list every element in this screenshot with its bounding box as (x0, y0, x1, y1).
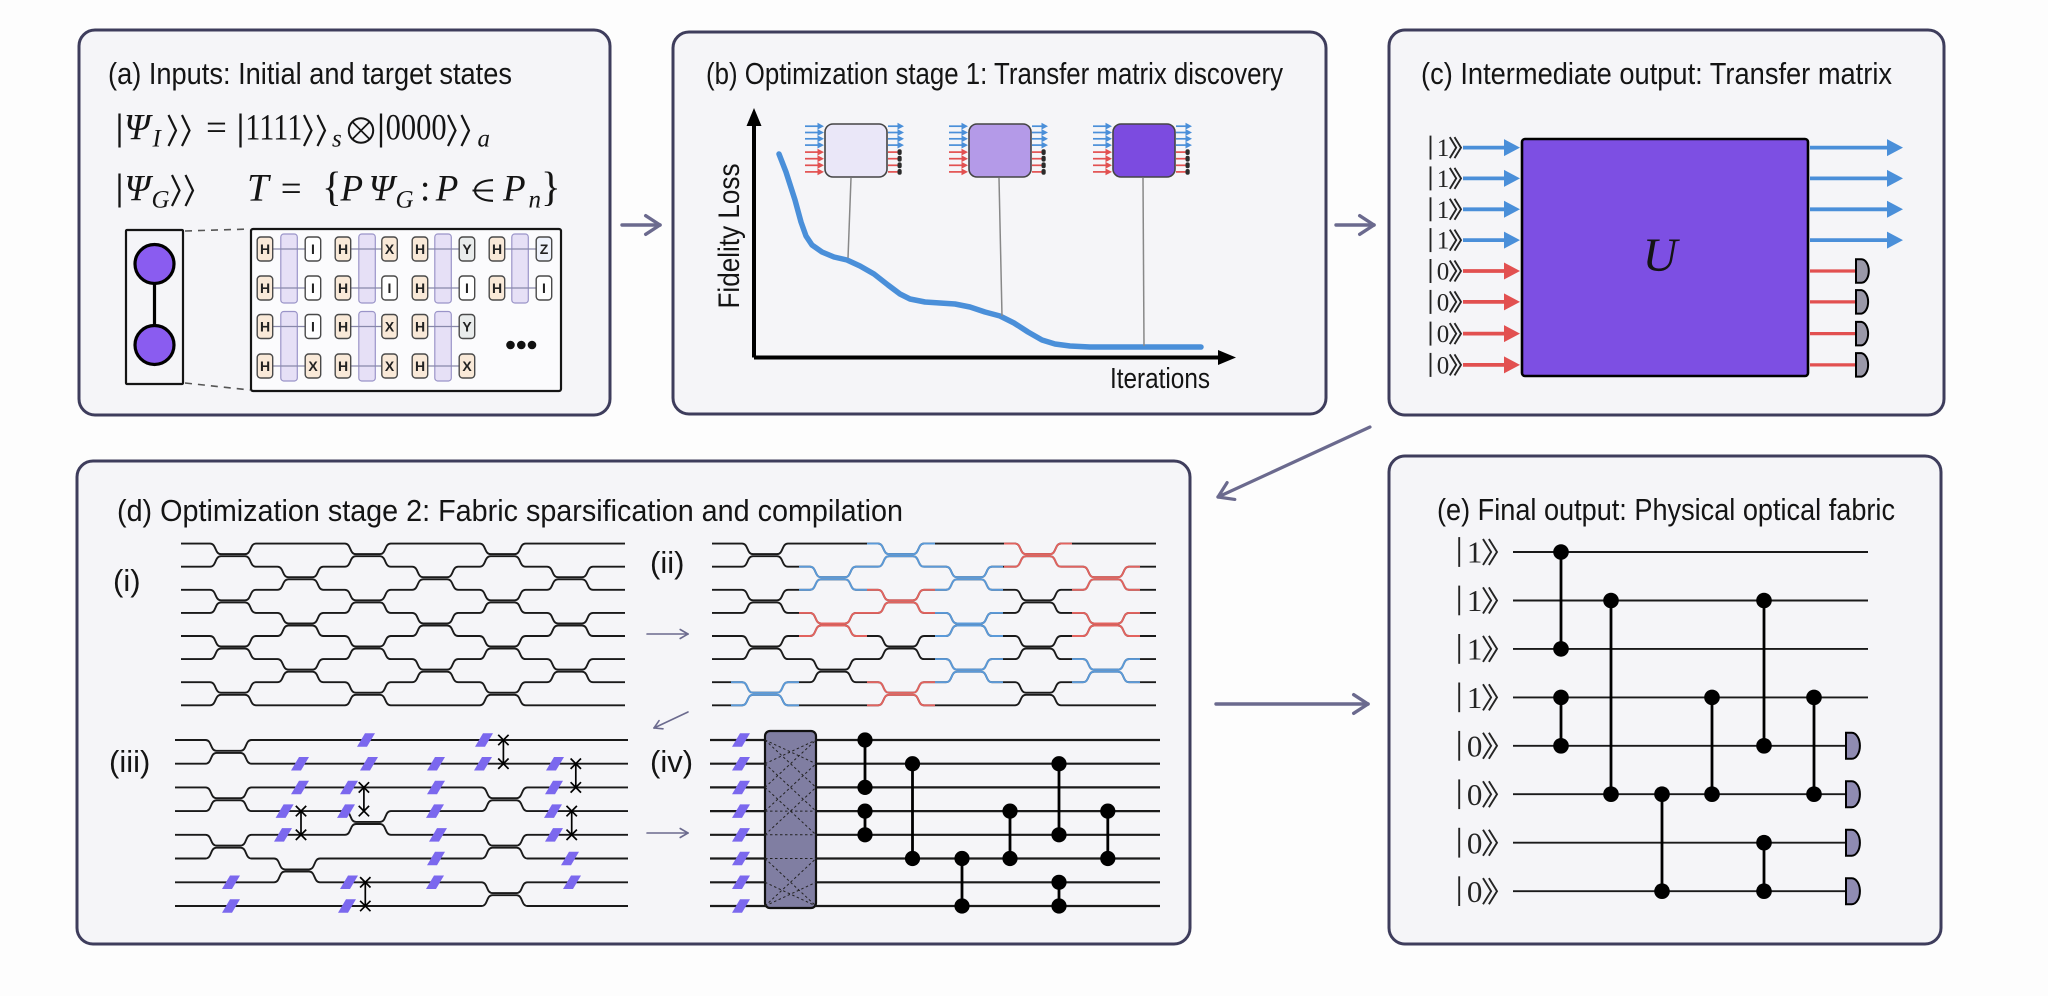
svg-text:H: H (338, 319, 348, 335)
svg-text:X: X (385, 241, 395, 257)
svg-text:Z: Z (540, 241, 549, 257)
svg-text:Y: Y (462, 319, 472, 335)
svg-text:H: H (338, 280, 348, 296)
svg-text:1: 1 (1437, 228, 1450, 255)
svg-text:H: H (415, 280, 425, 296)
svg-text:{: { (322, 164, 342, 210)
svg-text:(b) Optimization stage 1: Tran: (b) Optimization stage 1: Transfer matri… (706, 56, 1283, 91)
svg-text:(e) Final output: Physical opt: (e) Final output: Physical optical fabri… (1437, 492, 1895, 527)
svg-text:H: H (338, 358, 348, 374)
svg-text:X: X (462, 358, 472, 374)
svg-text:H: H (492, 280, 502, 296)
svg-text:1111: 1111 (245, 108, 302, 149)
svg-text:(d) Optimization stage 2: Fabr: (d) Optimization stage 2: Fabric sparsif… (117, 493, 903, 528)
svg-text:H: H (260, 319, 270, 335)
svg-text:P: P (435, 169, 459, 210)
svg-text:(ii): (ii) (650, 545, 684, 580)
svg-text:(c) Intermediate output: Trans: (c) Intermediate output: Transfer matrix (1421, 56, 1892, 91)
svg-text:}: } (541, 164, 561, 210)
svg-text:P: P (340, 169, 364, 210)
svg-text:0: 0 (1437, 321, 1450, 348)
svg-text:n: n (529, 187, 542, 214)
svg-text:0000: 0000 (386, 108, 447, 149)
svg-text:Ψ: Ψ (124, 108, 153, 149)
svg-text:0: 0 (1467, 874, 1483, 909)
svg-text:H: H (415, 319, 425, 335)
svg-text:=: = (281, 169, 302, 210)
svg-text:1: 1 (1467, 535, 1483, 570)
svg-text:=: = (206, 108, 227, 149)
svg-text:0: 0 (1467, 729, 1483, 764)
svg-text:Y: Y (462, 241, 472, 257)
svg-text:I: I (542, 280, 546, 296)
svg-text:(i): (i) (113, 563, 141, 598)
svg-text:P: P (502, 169, 526, 210)
svg-text:1: 1 (1467, 632, 1483, 667)
svg-text:X: X (308, 358, 318, 374)
svg-text:G: G (396, 187, 414, 214)
svg-text:I: I (465, 280, 469, 296)
svg-text:0: 0 (1437, 259, 1450, 286)
svg-text:H: H (415, 241, 425, 257)
svg-text::: : (420, 169, 430, 210)
svg-text:(iv): (iv) (650, 744, 693, 779)
svg-text:X: X (385, 319, 395, 335)
svg-text:1: 1 (1437, 166, 1450, 193)
svg-text:H: H (415, 358, 425, 374)
svg-text:T: T (247, 167, 271, 210)
svg-text:X: X (385, 358, 395, 374)
svg-text:Fidelity Loss: Fidelity Loss (713, 164, 746, 309)
svg-text:H: H (492, 241, 502, 257)
svg-text:0: 0 (1467, 825, 1483, 860)
svg-text:0: 0 (1437, 353, 1450, 380)
svg-text:I: I (311, 319, 315, 335)
svg-text:Ψ: Ψ (124, 169, 153, 210)
svg-text:0: 0 (1437, 290, 1450, 317)
svg-text:0: 0 (1467, 777, 1483, 812)
svg-text:s: s (332, 126, 342, 153)
svg-text:I: I (311, 280, 315, 296)
svg-text:H: H (338, 241, 348, 257)
svg-text:G: G (152, 187, 170, 214)
svg-text:I: I (311, 241, 315, 257)
svg-text:I: I (152, 126, 163, 153)
svg-text:1: 1 (1467, 583, 1483, 618)
svg-text:1: 1 (1437, 135, 1450, 162)
svg-text:Iterations: Iterations (1110, 363, 1210, 395)
svg-text:(a) Inputs: Initial and target: (a) Inputs: Initial and target states (108, 56, 512, 91)
svg-text:I: I (388, 280, 392, 296)
svg-text:H: H (260, 280, 270, 296)
svg-text:H: H (260, 241, 270, 257)
svg-text:1: 1 (1467, 680, 1483, 715)
svg-text:1: 1 (1437, 197, 1450, 224)
svg-text:(iii): (iii) (109, 744, 150, 779)
svg-text:U: U (1643, 229, 1681, 282)
svg-text:a: a (478, 126, 491, 153)
svg-text:Ψ: Ψ (369, 169, 398, 210)
svg-text:H: H (260, 358, 270, 374)
